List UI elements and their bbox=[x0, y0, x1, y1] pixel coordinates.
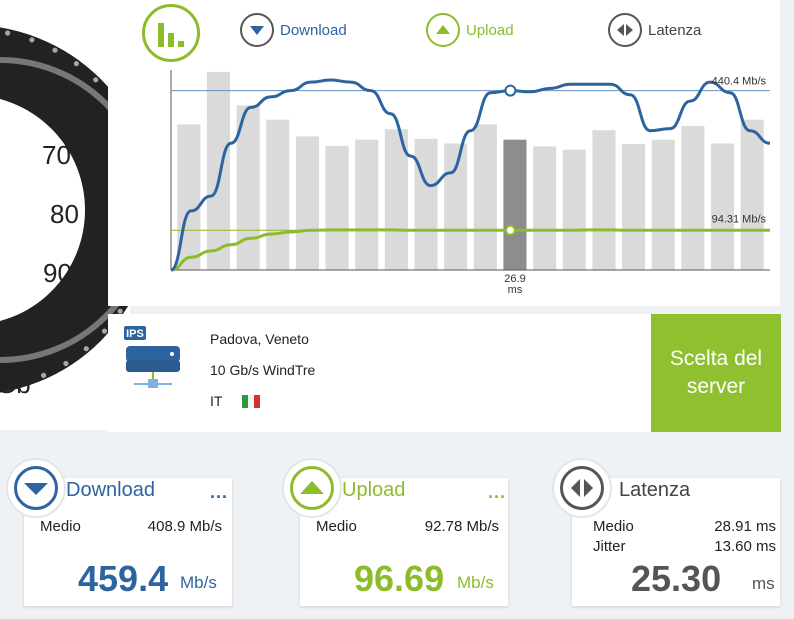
results-chart-icon[interactable] bbox=[142, 4, 200, 62]
latency-avg-label: Medio bbox=[593, 518, 634, 535]
latency-bar bbox=[414, 138, 438, 271]
upload-result-title: Upload bbox=[342, 479, 406, 501]
latency-bar bbox=[473, 124, 497, 271]
upload-result-icon-wrap bbox=[282, 458, 342, 518]
legend-latency-label: Latenza bbox=[648, 21, 702, 39]
gauge-label-60: 60 bbox=[22, 82, 51, 112]
upload-icon bbox=[426, 13, 460, 47]
download-result-title: Download bbox=[66, 479, 155, 501]
gauge-tick-dot bbox=[41, 372, 47, 378]
gauge-tick-dot bbox=[93, 77, 99, 83]
latency-result-value: 25.30 bbox=[631, 558, 722, 599]
latency-bar bbox=[533, 146, 557, 270]
legend-upload-label: Upload bbox=[466, 21, 514, 39]
download-series-line bbox=[170, 78, 771, 272]
latency-unit-label: ms bbox=[508, 284, 523, 296]
legend-download[interactable]: Download bbox=[240, 10, 347, 50]
download-avg-value: 408.9 Mb/s bbox=[147, 518, 222, 535]
download-result-icon bbox=[14, 466, 58, 510]
gauge-tick-dot bbox=[29, 37, 35, 43]
jitter-value: 13.60 ms bbox=[714, 538, 776, 555]
upload-result-value: 96.69 bbox=[354, 558, 445, 599]
upload-result-icon bbox=[290, 466, 334, 510]
latency-icon bbox=[608, 13, 642, 47]
choose-server-button[interactable]: Scelta del server bbox=[651, 314, 781, 432]
gauge-tick-dot bbox=[101, 328, 108, 334]
upload-avg-label: Medio bbox=[316, 518, 357, 535]
latency-result-icon bbox=[560, 466, 604, 510]
latency-bar bbox=[355, 139, 379, 270]
gauge-tick-dot bbox=[5, 30, 11, 36]
upload-series-line bbox=[170, 228, 770, 272]
latency-bar bbox=[592, 130, 616, 270]
gauge-label-90: 90 bbox=[43, 258, 72, 288]
legend-latency[interactable]: Latenza bbox=[608, 10, 701, 50]
latency-bar bbox=[503, 139, 527, 270]
download-result-value: 459.4 bbox=[78, 558, 169, 599]
latency-result-title: Latenza bbox=[619, 479, 691, 501]
upload-value-label: 94.31 Mb/s bbox=[712, 213, 767, 225]
gauge-tick-dot bbox=[117, 308, 123, 314]
server-provider: 10 Gb/s WindTre bbox=[210, 362, 316, 378]
legend-upload[interactable]: Upload bbox=[426, 10, 514, 50]
latency-bar bbox=[206, 71, 230, 271]
latency-bar bbox=[295, 136, 319, 270]
download-icon bbox=[240, 13, 274, 47]
latency-bar bbox=[622, 144, 646, 270]
gauge-label-100: 100 bbox=[22, 319, 65, 349]
gauge-label-70: 70 bbox=[42, 140, 71, 170]
latency-result-unit: ms bbox=[752, 574, 775, 593]
latency-bar bbox=[236, 105, 260, 270]
server-location: Padova, Veneto bbox=[210, 331, 309, 347]
legend-download-label: Download bbox=[280, 21, 347, 39]
download-result-unit: Mb/s bbox=[180, 573, 217, 592]
italy-flag-icon bbox=[242, 395, 260, 408]
latency-bar bbox=[562, 149, 586, 270]
gauge-unit: Gb bbox=[0, 369, 31, 399]
gauge-tick-dot bbox=[83, 346, 89, 352]
latency-bar bbox=[740, 119, 764, 270]
upload-avg-value: 92.78 Mb/s bbox=[424, 518, 499, 535]
latency-bar bbox=[711, 143, 735, 270]
latency-value-label: 26.9 bbox=[504, 273, 525, 285]
gauge-tick-dot bbox=[73, 61, 79, 67]
gauge-tick-dot bbox=[52, 47, 58, 53]
server-icon-label: IPS bbox=[126, 328, 144, 340]
latency-bar bbox=[325, 145, 349, 270]
upload-more-dots[interactable]: ... bbox=[488, 482, 507, 502]
server-icon: IPS bbox=[124, 326, 180, 388]
download-more-dots[interactable]: ... bbox=[210, 482, 229, 502]
server-country: IT bbox=[210, 393, 223, 409]
download-result-icon-wrap bbox=[6, 458, 66, 518]
upload-marker bbox=[504, 224, 516, 236]
download-avg-label: Medio bbox=[40, 518, 81, 535]
gauge-label-80: 80 bbox=[50, 199, 79, 229]
jitter-label: Jitter bbox=[593, 538, 626, 555]
latency-bar bbox=[384, 129, 408, 270]
download-marker bbox=[504, 84, 517, 97]
speed-chart: 440.4 Mb/s 94.31 Mb/s 26.9 ms bbox=[170, 70, 771, 296]
latency-bar bbox=[266, 119, 290, 270]
latency-bar bbox=[681, 125, 705, 271]
latency-result-icon-wrap bbox=[552, 458, 612, 518]
upload-result-unit: Mb/s bbox=[457, 573, 494, 592]
gauge-tick-dot bbox=[63, 360, 69, 367]
latency-avg-value: 28.91 ms bbox=[714, 518, 776, 535]
latency-bar bbox=[444, 143, 468, 270]
download-value-label: 440.4 Mb/s bbox=[712, 76, 767, 88]
gauge-label-0: 0 bbox=[0, 33, 10, 63]
latency-bar bbox=[651, 139, 675, 270]
